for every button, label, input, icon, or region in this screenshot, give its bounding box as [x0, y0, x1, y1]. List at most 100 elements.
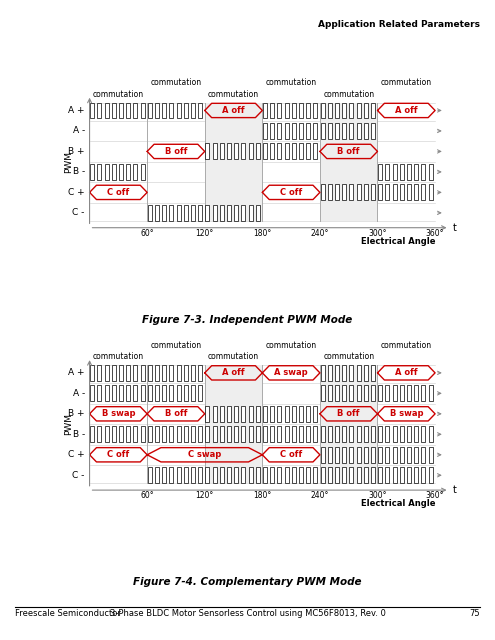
Bar — [126, 365, 130, 381]
Bar — [169, 426, 173, 442]
Text: B +: B + — [68, 147, 85, 156]
Text: commutation: commutation — [93, 90, 144, 99]
Text: commutation: commutation — [93, 352, 144, 361]
Text: C off: C off — [280, 188, 302, 197]
Bar — [299, 406, 303, 422]
Bar — [313, 426, 317, 442]
Bar — [263, 123, 267, 139]
Bar — [148, 385, 152, 401]
Text: A +: A + — [68, 106, 85, 115]
Bar — [378, 184, 382, 200]
Text: C swap: C swap — [188, 451, 221, 460]
Bar — [177, 467, 181, 483]
Bar — [349, 123, 353, 139]
Bar — [126, 385, 130, 401]
Bar — [364, 365, 368, 381]
Bar — [98, 365, 101, 381]
Text: t: t — [452, 223, 456, 233]
Bar — [364, 102, 368, 118]
Text: 180°: 180° — [253, 229, 271, 238]
Bar — [213, 426, 217, 442]
Text: 60°: 60° — [141, 492, 154, 500]
Text: C off: C off — [280, 451, 302, 460]
Bar — [270, 406, 274, 422]
Bar — [407, 385, 411, 401]
Bar — [155, 205, 159, 221]
Text: commutation: commutation — [323, 352, 374, 361]
Bar — [429, 447, 433, 463]
Text: 3-Phase BLDC Motor Sensorless Control using MC56F8013, Rev. 0: 3-Phase BLDC Motor Sensorless Control us… — [109, 609, 386, 618]
Bar — [119, 102, 123, 118]
Bar — [126, 102, 130, 118]
Bar — [169, 467, 173, 483]
Bar — [378, 385, 382, 401]
Bar — [400, 385, 404, 401]
Bar — [335, 365, 339, 381]
Bar — [242, 143, 246, 159]
Bar — [242, 426, 246, 442]
Bar — [256, 467, 260, 483]
Bar — [407, 184, 411, 200]
Text: A off: A off — [222, 369, 245, 378]
Bar — [234, 205, 238, 221]
Text: commutation: commutation — [323, 90, 374, 99]
Bar — [378, 426, 382, 442]
Bar — [191, 467, 195, 483]
Bar — [277, 426, 281, 442]
Bar — [177, 365, 181, 381]
Bar — [342, 184, 346, 200]
Bar — [134, 365, 138, 381]
Bar — [234, 426, 238, 442]
Bar — [378, 447, 382, 463]
Bar — [112, 426, 116, 442]
Bar — [205, 406, 209, 422]
Bar — [349, 365, 353, 381]
Bar — [248, 406, 252, 422]
Bar — [184, 205, 188, 221]
Bar — [270, 102, 274, 118]
Text: PWM: PWM — [64, 150, 73, 173]
Bar — [227, 426, 231, 442]
Bar — [256, 426, 260, 442]
Bar — [342, 467, 346, 483]
Bar — [119, 385, 123, 401]
Bar — [205, 467, 209, 483]
Bar — [270, 426, 274, 442]
Bar — [119, 365, 123, 381]
Bar — [328, 184, 332, 200]
Bar — [205, 143, 209, 159]
Bar — [104, 102, 108, 118]
Bar — [335, 123, 339, 139]
Bar — [141, 365, 145, 381]
Bar — [321, 385, 325, 401]
Bar — [342, 365, 346, 381]
Bar — [119, 426, 123, 442]
Bar — [371, 467, 375, 483]
Bar — [191, 385, 195, 401]
Text: 300°: 300° — [368, 492, 387, 500]
Bar — [306, 143, 310, 159]
Text: C +: C + — [68, 188, 85, 197]
Bar — [98, 385, 101, 401]
Bar — [364, 385, 368, 401]
Bar — [321, 184, 325, 200]
Bar — [155, 365, 159, 381]
Bar — [134, 385, 138, 401]
Bar — [198, 385, 202, 401]
Bar — [421, 426, 425, 442]
Bar — [371, 365, 375, 381]
Bar — [299, 102, 303, 118]
Bar — [198, 102, 202, 118]
Bar — [263, 143, 267, 159]
Bar — [407, 447, 411, 463]
Text: 180°: 180° — [253, 492, 271, 500]
Bar — [313, 143, 317, 159]
Bar — [321, 447, 325, 463]
Bar — [421, 447, 425, 463]
Bar — [248, 205, 252, 221]
Bar — [299, 123, 303, 139]
Bar — [371, 385, 375, 401]
Bar — [342, 385, 346, 401]
Bar — [342, 447, 346, 463]
Bar — [285, 102, 289, 118]
